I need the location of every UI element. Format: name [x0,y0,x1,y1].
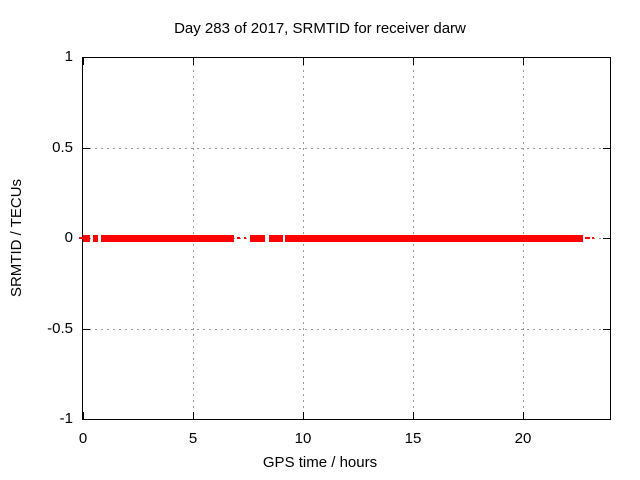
chart-title: Day 283 of 2017, SRMTID for receiver dar… [174,20,466,37]
tick-mark-x-5 [193,58,194,65]
tick-mark-y-1 [603,57,610,58]
data-segment [79,237,85,239]
y-tick-label-0.5: 0.5 [52,139,73,156]
data-segment [284,234,584,242]
tick-mark-x-5 [193,412,194,419]
data-segment [249,234,265,242]
tick-mark-x-15 [413,58,414,65]
y-tick-label-1: 1 [64,48,73,65]
tick-mark-x-0 [83,412,84,419]
y-tick-label--1: -1 [59,410,73,427]
x-tick-label-10: 10 [294,430,312,447]
data-segment [236,237,240,239]
x-tick-label-0: 0 [78,430,88,447]
gridline-y--0.5 [83,329,610,330]
tick-mark-x-15 [413,412,414,419]
data-segment [82,234,90,242]
tick-mark-x-20 [523,412,524,419]
data-segment [243,237,246,239]
x-tick-label-15: 15 [404,430,422,447]
plot-area [79,57,611,420]
tick-mark-x-10 [303,412,304,419]
tick-mark-x-0 [83,58,84,65]
tick-mark-y-0.5 [603,148,610,149]
x-tick-label-20: 20 [514,430,532,447]
tick-mark-y--0.5 [603,329,610,330]
data-segment [101,234,234,242]
tick-mark-y-1 [83,57,90,58]
y-tick-label--0.5: -0.5 [47,320,73,337]
gridline-y-0.5 [83,148,610,149]
data-segment [93,234,98,242]
tick-mark-y-0 [603,238,610,239]
y-tick-label-0: 0 [64,229,73,246]
tick-mark-y--0.5 [83,329,90,330]
tick-mark-y--1 [603,419,610,420]
tick-mark-x-10 [303,58,304,65]
x-axis-title: GPS time / hours [262,454,378,471]
x-tick-label-5: 5 [188,430,198,447]
tick-mark-x-20 [523,58,524,65]
data-segment [585,237,590,239]
data-segment [268,234,283,242]
tick-mark-y--1 [83,419,90,420]
data-segment [591,237,595,239]
tick-mark-y-0.5 [83,148,90,149]
